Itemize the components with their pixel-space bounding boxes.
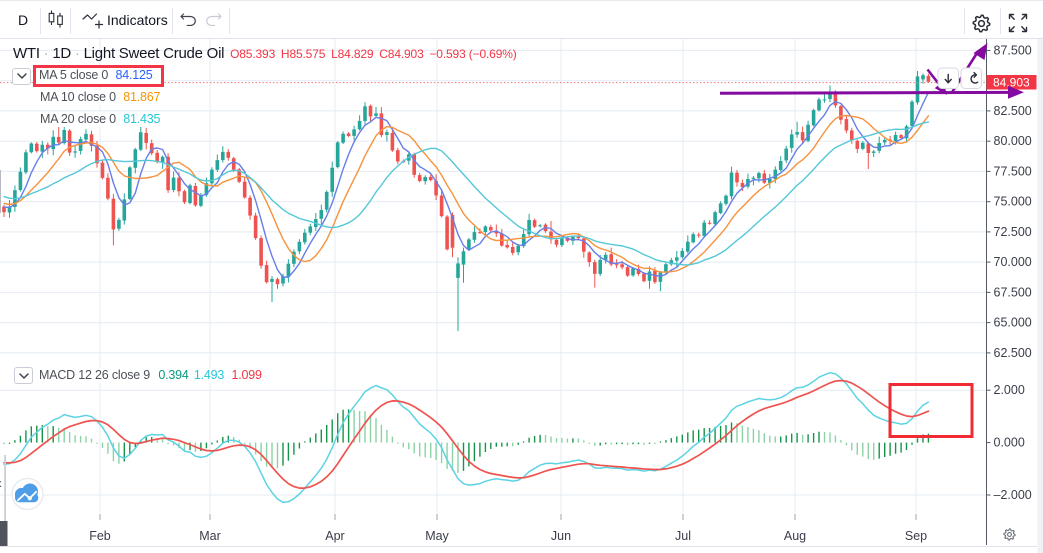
- svg-text:82.500: 82.500: [994, 104, 1032, 118]
- svg-text:2.000: 2.000: [994, 383, 1025, 397]
- svg-text:May: May: [425, 529, 449, 543]
- svg-text:Mar: Mar: [199, 529, 221, 543]
- svg-text:‹: ‹: [0, 475, 2, 492]
- svg-text:Apr: Apr: [325, 529, 344, 543]
- svg-text:84.903: 84.903: [993, 76, 1030, 90]
- svg-text:Feb: Feb: [89, 529, 111, 543]
- svg-text:Sep: Sep: [905, 529, 927, 543]
- svg-text:Jun: Jun: [551, 529, 571, 543]
- svg-text:Aug: Aug: [784, 529, 806, 543]
- svg-text:Jul: Jul: [675, 529, 691, 543]
- svg-text:87.500: 87.500: [994, 43, 1032, 57]
- svg-text:62.500: 62.500: [994, 346, 1032, 360]
- svg-text:70.000: 70.000: [994, 255, 1032, 269]
- svg-text:77.500: 77.500: [994, 164, 1032, 178]
- svg-text:80.000: 80.000: [994, 134, 1032, 148]
- svg-text:72.500: 72.500: [994, 225, 1032, 239]
- svg-text:65.000: 65.000: [994, 316, 1032, 330]
- svg-text:0.000: 0.000: [994, 436, 1025, 450]
- svg-text:–2.000: –2.000: [994, 488, 1032, 502]
- svg-text:67.500: 67.500: [994, 285, 1032, 299]
- svg-text:75.000: 75.000: [994, 195, 1032, 209]
